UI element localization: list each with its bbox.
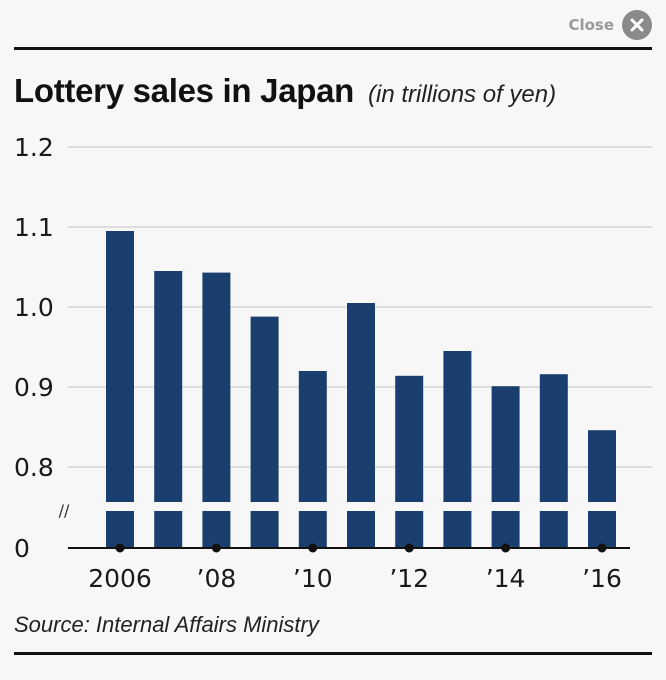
x-tick-dot	[501, 543, 511, 553]
bar-base	[539, 511, 568, 548]
bar	[588, 430, 616, 502]
bar	[154, 271, 183, 502]
chart-title: Lottery sales in Japan (in trillions of …	[14, 72, 556, 110]
x-tick-dot	[211, 543, 221, 553]
x-tick-label: 2006	[88, 564, 152, 593]
bar-base	[588, 511, 616, 548]
x-tick-label: ’10	[293, 564, 333, 593]
y-tick-label: 1.1	[14, 213, 54, 242]
x-tick-label: ’16	[582, 564, 622, 593]
x-tick-dot	[308, 543, 318, 553]
y-tick-label: 0.8	[14, 453, 54, 482]
close-label[interactable]: Close	[568, 16, 614, 34]
chart-title-unit: (in trillions of yen)	[368, 81, 557, 108]
bar	[539, 374, 568, 502]
y-tick-label: 0	[14, 534, 30, 563]
bar	[347, 303, 375, 502]
bar	[491, 386, 520, 502]
bottom-rule	[14, 652, 652, 655]
close-control[interactable]: Close	[568, 10, 652, 40]
bar-base	[347, 511, 375, 548]
top-rule	[14, 47, 652, 50]
close-icon[interactable]	[622, 10, 652, 40]
bar-base	[202, 511, 231, 548]
bar	[106, 231, 134, 502]
bar	[443, 351, 472, 502]
bar	[250, 316, 279, 502]
x-tick-dot	[404, 543, 414, 553]
axis-break-symbol: //	[59, 501, 70, 520]
y-tick-label: 1.2	[14, 133, 54, 162]
bar-base	[298, 511, 327, 548]
x-tick-label: ’14	[486, 564, 526, 593]
bar-base	[491, 511, 520, 548]
bar	[298, 371, 327, 502]
x-tick-dot	[597, 543, 607, 553]
x-tick-dot	[115, 543, 125, 553]
x-tick-label: ’12	[389, 564, 429, 593]
x-tick-label: ’08	[197, 564, 237, 593]
bar-base	[106, 511, 134, 548]
bar-base	[250, 511, 279, 548]
y-tick-label: 1.0	[14, 293, 54, 322]
bar	[202, 272, 231, 502]
chart-title-main: Lottery sales in Japan	[14, 72, 355, 109]
y-tick-label: 0.9	[14, 373, 54, 402]
bar-base	[395, 511, 424, 548]
bar-base	[154, 511, 183, 548]
bar-base	[443, 511, 472, 548]
source-note: Source: Internal Affairs Ministry	[14, 612, 319, 637]
bar	[395, 375, 424, 502]
